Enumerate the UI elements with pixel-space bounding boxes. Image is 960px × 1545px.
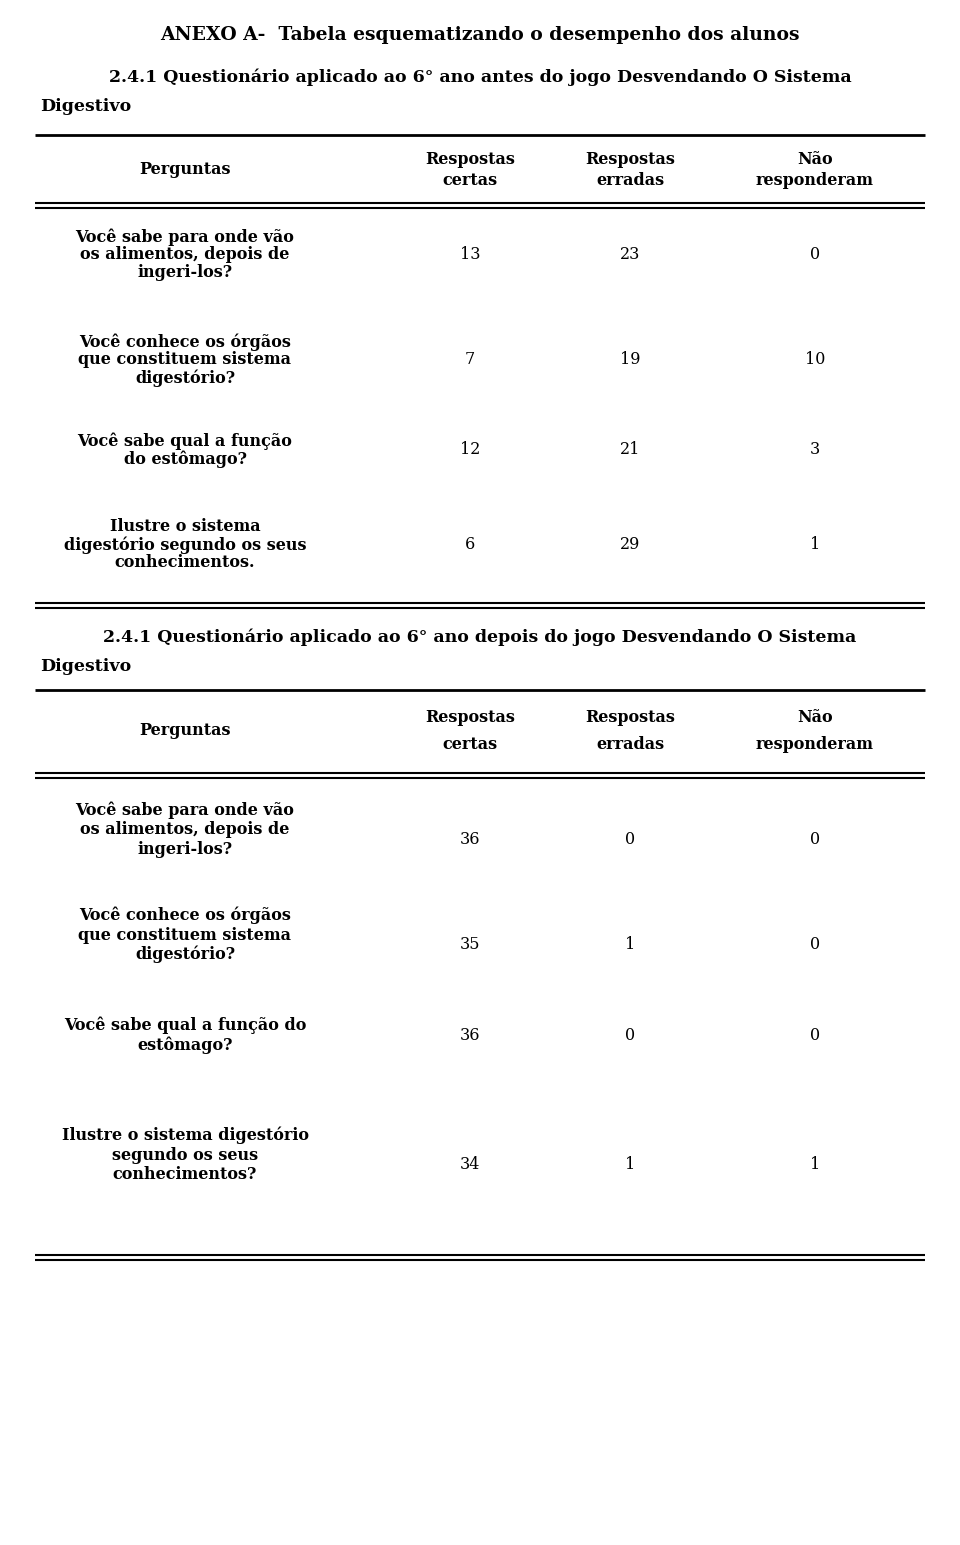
Text: Você sabe para onde vão: Você sabe para onde vão bbox=[76, 802, 295, 819]
Text: Respostas: Respostas bbox=[585, 709, 675, 726]
Text: 10: 10 bbox=[804, 352, 826, 369]
Text: Não
responderam: Não responderam bbox=[756, 151, 874, 188]
Text: 36: 36 bbox=[460, 831, 480, 848]
Text: erradas: erradas bbox=[596, 737, 664, 754]
Text: conhecimentos?: conhecimentos? bbox=[113, 1166, 257, 1183]
Text: estômago?: estômago? bbox=[137, 1037, 232, 1054]
Text: 29: 29 bbox=[620, 536, 640, 553]
Text: 0: 0 bbox=[810, 831, 820, 848]
Text: 1: 1 bbox=[810, 536, 820, 553]
Text: 0: 0 bbox=[810, 247, 820, 264]
Text: 1: 1 bbox=[625, 936, 636, 953]
Text: certas: certas bbox=[443, 737, 497, 754]
Text: 21: 21 bbox=[620, 442, 640, 459]
Text: ANEXO A-  Tabela esquematizando o desempenho dos alunos: ANEXO A- Tabela esquematizando o desempe… bbox=[160, 26, 800, 43]
Text: Você conhece os órgãos: Você conhece os órgãos bbox=[79, 334, 291, 351]
Text: 2.4.1 Questionário aplicado ao 6° ano depois do jogo Desvendando O Sistema: 2.4.1 Questionário aplicado ao 6° ano de… bbox=[104, 629, 856, 646]
Text: 0: 0 bbox=[625, 831, 636, 848]
Text: 6: 6 bbox=[465, 536, 475, 553]
Text: Respostas: Respostas bbox=[425, 709, 515, 726]
Text: Você sabe qual a função: Você sabe qual a função bbox=[78, 433, 293, 450]
Text: os alimentos, depois de: os alimentos, depois de bbox=[81, 247, 290, 264]
Text: 2.4.1 Questionário aplicado ao 6° ano antes do jogo Desvendando O Sistema: 2.4.1 Questionário aplicado ao 6° ano an… bbox=[108, 68, 852, 87]
Text: 0: 0 bbox=[810, 936, 820, 953]
Text: Ilustre o sistema digestório: Ilustre o sistema digestório bbox=[61, 1126, 308, 1145]
Text: Digestivo: Digestivo bbox=[40, 99, 132, 116]
Text: ingeri-los?: ingeri-los? bbox=[137, 840, 232, 857]
Text: 12: 12 bbox=[460, 442, 480, 459]
Text: digestório?: digestório? bbox=[135, 946, 235, 963]
Text: 0: 0 bbox=[625, 1026, 636, 1043]
Text: Respostas
erradas: Respostas erradas bbox=[585, 151, 675, 188]
Text: 1: 1 bbox=[625, 1156, 636, 1173]
Text: Digestivo: Digestivo bbox=[40, 658, 132, 675]
Text: conhecimentos.: conhecimentos. bbox=[115, 555, 255, 572]
Text: segundo os seus: segundo os seus bbox=[112, 1146, 258, 1163]
Text: que constituem sistema: que constituem sistema bbox=[79, 927, 292, 944]
Text: 35: 35 bbox=[460, 936, 480, 953]
Text: Você sabe para onde vão: Você sabe para onde vão bbox=[76, 229, 295, 246]
Text: responderam: responderam bbox=[756, 737, 874, 754]
Text: 13: 13 bbox=[460, 247, 480, 264]
Text: 0: 0 bbox=[810, 1026, 820, 1043]
Text: 19: 19 bbox=[620, 352, 640, 369]
Text: digestório?: digestório? bbox=[135, 369, 235, 386]
Text: que constituem sistema: que constituem sistema bbox=[79, 352, 292, 369]
Text: do estômago?: do estômago? bbox=[124, 450, 247, 468]
Text: Não: Não bbox=[797, 709, 833, 726]
Text: Respostas
certas: Respostas certas bbox=[425, 151, 515, 188]
Text: os alimentos, depois de: os alimentos, depois de bbox=[81, 822, 290, 839]
Text: 1: 1 bbox=[810, 1156, 820, 1173]
Text: 23: 23 bbox=[620, 247, 640, 264]
Text: 36: 36 bbox=[460, 1026, 480, 1043]
Text: Perguntas: Perguntas bbox=[139, 162, 230, 179]
Text: 3: 3 bbox=[810, 442, 820, 459]
Text: Perguntas: Perguntas bbox=[139, 723, 230, 740]
Text: ingeri-los?: ingeri-los? bbox=[137, 264, 232, 281]
Text: Você sabe qual a função do: Você sabe qual a função do bbox=[63, 1017, 306, 1034]
Text: digestório segundo os seus: digestório segundo os seus bbox=[63, 536, 306, 553]
Text: Você conhece os órgãos: Você conhece os órgãos bbox=[79, 907, 291, 924]
Text: Ilustre o sistema: Ilustre o sistema bbox=[109, 519, 260, 536]
Text: 34: 34 bbox=[460, 1156, 480, 1173]
Text: 7: 7 bbox=[465, 352, 475, 369]
